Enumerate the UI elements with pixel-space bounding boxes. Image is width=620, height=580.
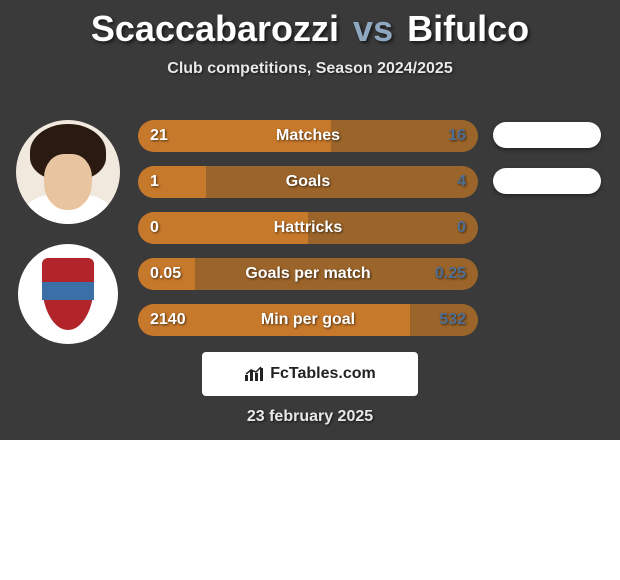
brand-badge: FcTables.com	[202, 352, 418, 396]
stat-value-right: 532	[439, 304, 466, 336]
title-player1: Scaccabarozzi	[91, 8, 339, 49]
stat-value-left: 1	[150, 166, 159, 198]
title-vs: vs	[353, 8, 393, 49]
stat-value-right: 4	[457, 166, 466, 198]
card-title: Scaccabarozzi vs Bifulco	[0, 0, 620, 50]
title-player2: Bifulco	[407, 8, 529, 49]
stat-value-left: 0	[150, 212, 159, 244]
stat-bar-left	[138, 166, 206, 198]
stat-row: 14Goals	[138, 166, 478, 198]
stat-row: 2116Matches	[138, 120, 478, 152]
stat-bar-right	[206, 166, 478, 198]
card-subtitle: Club competitions, Season 2024/2025	[0, 60, 620, 78]
comparison-card: Scaccabarozzi vs Bifulco Club competitio…	[0, 0, 620, 440]
right-pills	[490, 120, 604, 352]
brand-text: FcTables.com	[270, 365, 376, 383]
chart-icon	[244, 366, 264, 382]
card-date: 23 february 2025	[0, 408, 620, 426]
stat-value-left: 0.05	[150, 258, 181, 290]
player-avatar	[16, 120, 120, 224]
stat-value-left: 2140	[150, 304, 186, 336]
stat-bar-left	[138, 212, 308, 244]
stat-row: 00Hattricks	[138, 212, 478, 244]
left-column	[8, 120, 128, 344]
stat-value-right: 16	[448, 120, 466, 152]
stat-rows: 2116Matches14Goals00Hattricks0.050.25Goa…	[138, 120, 478, 350]
stat-bar-right	[308, 212, 478, 244]
indicator-pill	[493, 168, 601, 194]
stat-value-left: 21	[150, 120, 168, 152]
stat-value-right: 0	[457, 212, 466, 244]
indicator-pill	[493, 122, 601, 148]
stat-row: 0.050.25Goals per match	[138, 258, 478, 290]
stat-row: 2140532Min per goal	[138, 304, 478, 336]
club-badge	[18, 244, 118, 344]
stat-value-right: 0.25	[435, 258, 466, 290]
